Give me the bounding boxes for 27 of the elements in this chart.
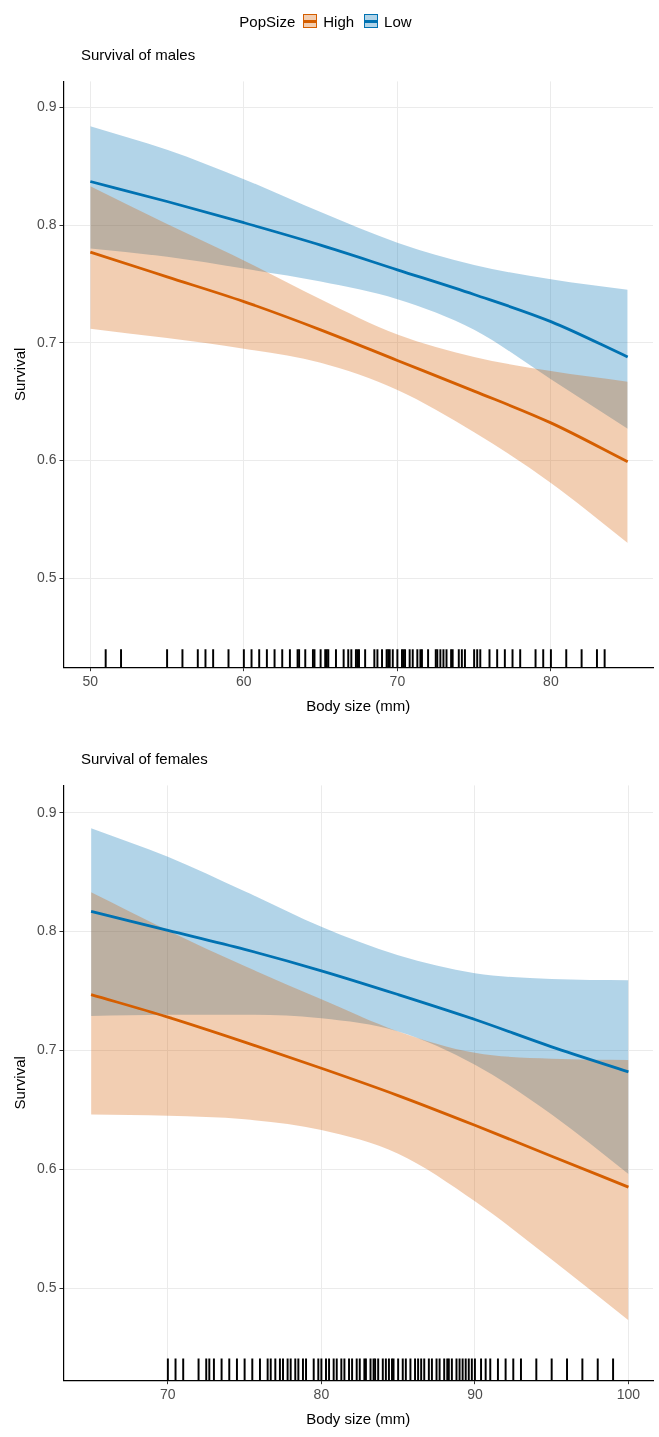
- y-axis-title: Survival: [11, 1056, 29, 1110]
- legend-title: PopSize: [239, 12, 296, 30]
- x-tick-label: 100: [616, 1386, 641, 1403]
- legend-label: Low: [384, 12, 412, 30]
- chart-title: Survival of males: [81, 46, 196, 63]
- x-tick-label: 50: [82, 673, 99, 690]
- y-tick-label: 0.5: [36, 569, 57, 586]
- x-axis-title: Body size (mm): [306, 1410, 411, 1428]
- x-axis-title: Body size (mm): [306, 697, 411, 715]
- y-tick-label: 0.6: [36, 1160, 57, 1177]
- legend-label: High: [323, 12, 355, 30]
- x-tick-label: 90: [467, 1386, 483, 1403]
- chart-title: Survival of females: [81, 750, 208, 767]
- y-tick-label: 0.6: [36, 451, 57, 468]
- y-tick-label: 0.8: [36, 922, 57, 939]
- y-tick-label: 0.5: [36, 1278, 57, 1295]
- y-axis-title: Survival: [11, 347, 29, 401]
- x-tick-label: 70: [389, 673, 406, 690]
- x-tick-label: 80: [543, 673, 559, 690]
- y-tick-label: 0.7: [36, 333, 57, 350]
- y-tick-label: 0.9: [36, 803, 57, 820]
- y-tick-label: 0.7: [36, 1041, 57, 1058]
- x-tick-label: 80: [313, 1386, 330, 1403]
- y-tick-label: 0.8: [36, 215, 57, 232]
- y-tick-label: 0.9: [36, 98, 57, 115]
- x-tick-label: 70: [160, 1386, 176, 1403]
- x-tick-label: 60: [236, 673, 252, 690]
